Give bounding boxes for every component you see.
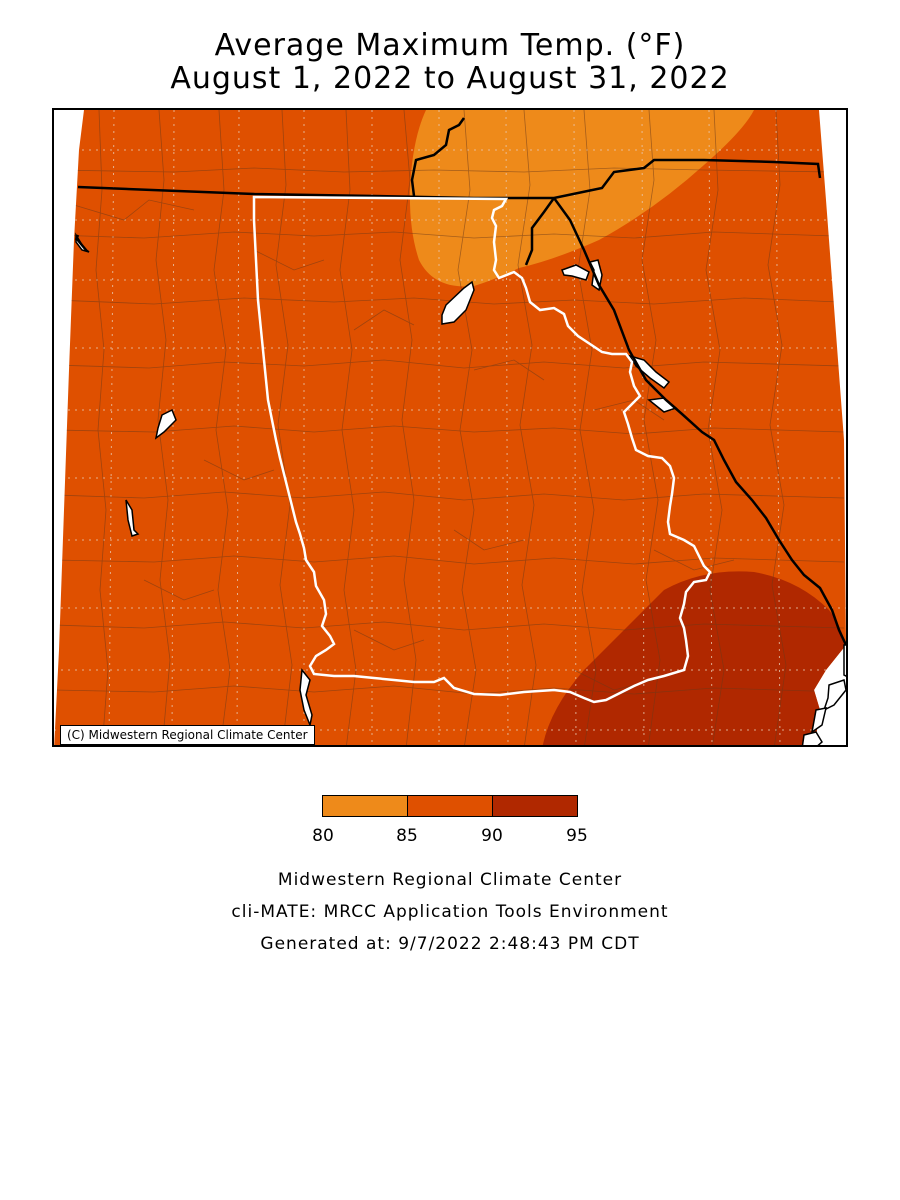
temp-band-85-90: [54, 110, 846, 745]
footer-organization: Midwestern Regional Climate Center: [277, 870, 623, 890]
legend-tick-95: 95: [566, 826, 588, 846]
map-title-line-2: August 1, 2022 to August 31, 2022: [170, 61, 730, 96]
map-title-line-1: Average Maximum Temp. (°F): [214, 28, 686, 63]
copyright-label: (C) Midwestern Regional Climate Center: [60, 725, 315, 745]
county-lines: [54, 110, 845, 745]
state-outline: [252, 195, 712, 704]
legend-swatch-90-95: [492, 795, 578, 817]
temp-band-90-95: [542, 571, 846, 745]
legend-tick-90: 90: [481, 826, 503, 846]
footer-application: cli-MATE: MRCC Application Tools Environ…: [231, 902, 669, 922]
legend-tick-85: 85: [396, 826, 418, 846]
map-panel: (C) Midwestern Regional Climate Center: [52, 108, 848, 747]
legend-tick-80: 80: [312, 826, 334, 846]
temp-band-80-85: [409, 110, 754, 287]
footer-generated-time: Generated at: 9/7/2022 2:48:43 PM CDT: [260, 934, 640, 954]
legend-swatch-85-90: [407, 795, 493, 817]
state-borders: [74, 117, 846, 646]
legend-swatch-80-85: [322, 795, 408, 817]
temperature-map: [54, 110, 846, 745]
